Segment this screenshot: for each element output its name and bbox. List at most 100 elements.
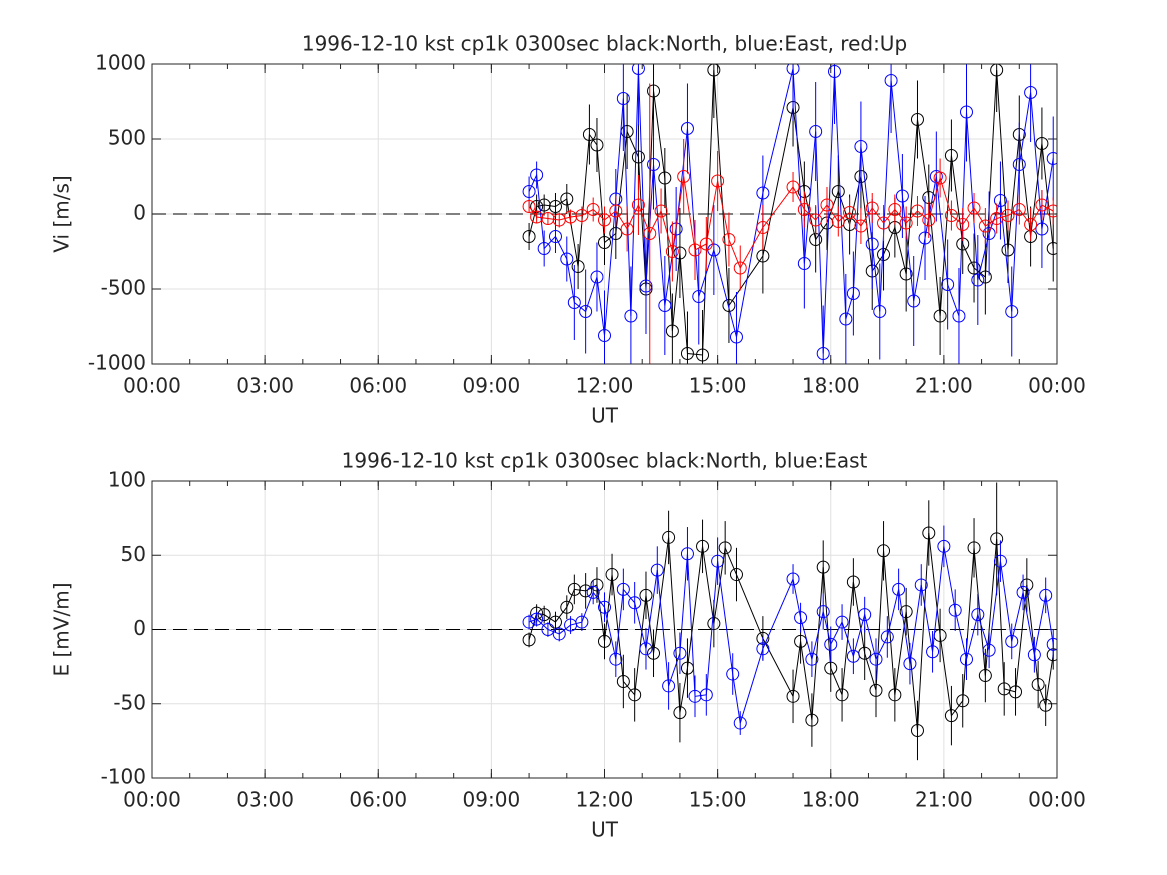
marker — [835, 615, 849, 629]
y-axis-label: E [mV/m] — [50, 583, 74, 677]
marker — [647, 84, 661, 98]
marker — [575, 615, 589, 629]
marker — [918, 231, 932, 245]
marker — [571, 260, 585, 273]
marker — [820, 198, 834, 212]
marker — [673, 246, 687, 260]
marker — [609, 652, 623, 666]
marker — [865, 201, 879, 215]
marker — [982, 643, 996, 657]
marker — [628, 688, 642, 702]
marker — [877, 248, 891, 261]
marker — [590, 138, 604, 152]
marker — [643, 227, 657, 240]
x-tick-label: 18:00 — [802, 374, 860, 398]
marker — [582, 128, 596, 141]
marker — [1027, 648, 1041, 662]
marker — [865, 237, 879, 251]
marker — [805, 652, 819, 666]
x-tick-label: 09:00 — [463, 374, 521, 398]
marker — [967, 201, 981, 215]
x-tick-label: 21:00 — [915, 788, 973, 812]
marker — [662, 530, 676, 544]
marker — [805, 713, 819, 727]
x-tick-label: 15:00 — [689, 374, 747, 398]
marker — [586, 585, 600, 599]
marker — [1046, 242, 1057, 255]
marker — [869, 652, 883, 666]
marker — [586, 203, 600, 216]
x-tick-label: 12:00 — [576, 374, 634, 398]
marker — [967, 261, 981, 275]
x-tick-label: 00:00 — [123, 788, 181, 812]
marker — [877, 216, 891, 230]
marker — [1046, 204, 1057, 218]
x-tick-label: 15:00 — [689, 788, 747, 812]
marker — [884, 74, 898, 87]
marker — [560, 600, 574, 614]
marker — [609, 204, 623, 218]
marker — [696, 539, 710, 553]
marker — [658, 299, 672, 312]
marker — [673, 706, 687, 720]
marker — [846, 287, 860, 300]
marker — [1016, 585, 1030, 599]
marker — [978, 669, 992, 683]
marker — [858, 608, 872, 622]
marker — [933, 171, 947, 185]
marker — [990, 532, 1004, 546]
marker — [990, 64, 1004, 77]
marker — [816, 347, 830, 360]
marker — [722, 299, 736, 312]
marker — [616, 674, 630, 688]
marker — [579, 584, 593, 598]
marker — [944, 709, 958, 723]
marker — [982, 227, 996, 240]
x-tick-label: 00:00 — [123, 374, 181, 398]
y-tick-label: -1000 — [88, 351, 146, 375]
y-tick-label: -500 — [101, 276, 146, 300]
x-tick-label: 12:00 — [576, 788, 634, 812]
marker — [873, 305, 887, 318]
marker — [548, 200, 562, 213]
marker — [952, 309, 966, 323]
marker — [579, 305, 593, 318]
marker — [922, 526, 936, 540]
marker — [1035, 137, 1049, 150]
marker — [1001, 209, 1015, 222]
marker — [786, 180, 800, 194]
marker — [971, 273, 985, 287]
x-tick-label: 00:00 — [1028, 788, 1086, 812]
y-tick-label: -100 — [101, 765, 146, 789]
marker — [707, 64, 721, 77]
marker — [899, 605, 913, 619]
axes: 00:00 03:00 06:00 09:00 12:00 15:00 18:00 21:00… — [50, 32, 1086, 428]
marker — [654, 204, 668, 218]
marker — [598, 213, 611, 227]
marker — [899, 216, 913, 230]
marker — [831, 215, 845, 228]
marker — [956, 694, 970, 708]
marker — [631, 64, 645, 75]
marker — [522, 615, 536, 629]
marker — [809, 125, 823, 138]
marker — [903, 657, 917, 671]
marker — [718, 541, 732, 555]
marker — [956, 218, 970, 231]
chart-title: 1996-12-10 kst cp1k 0300sec black:North,… — [342, 449, 868, 473]
marker — [941, 278, 955, 291]
marker — [895, 189, 909, 203]
y-axis-label: Vi [m/s] — [50, 175, 74, 252]
marker — [628, 596, 642, 610]
marker — [797, 203, 811, 216]
marker — [665, 324, 679, 338]
marker — [598, 600, 611, 614]
marker — [699, 688, 713, 702]
marker — [926, 645, 940, 659]
marker — [960, 652, 973, 666]
marker — [846, 575, 860, 589]
chart-title: 1996-12-10 kst cp1k 0300sec black:North,… — [302, 32, 907, 56]
marker — [1001, 243, 1015, 257]
